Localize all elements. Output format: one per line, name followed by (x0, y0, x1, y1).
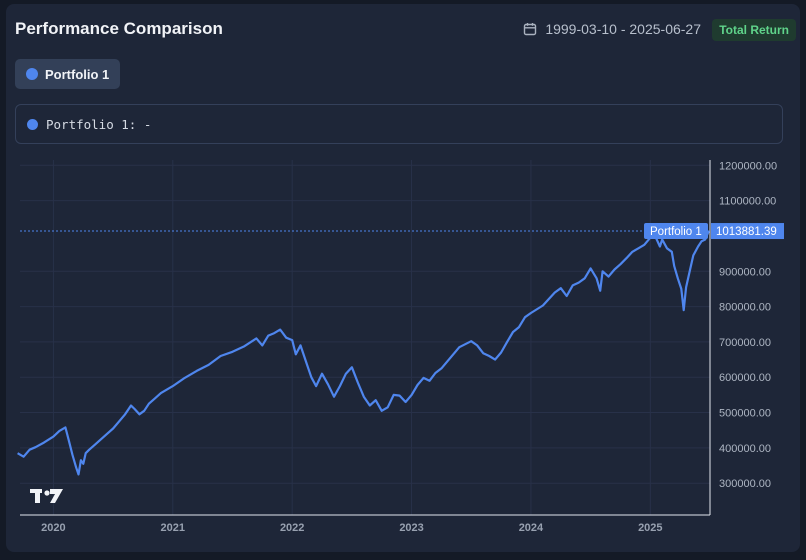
x-tick-label: 2023 (399, 522, 423, 534)
date-range-text: 1999-03-10 - 2025-06-27 (545, 21, 701, 37)
calendar-icon (523, 22, 537, 36)
y-tick-label: 300000.00 (719, 478, 771, 490)
series-line-portfolio-1 (17, 230, 710, 476)
y-tick-label: 400000.00 (719, 443, 771, 455)
page-title: Performance Comparison (15, 19, 223, 38)
x-tick-label: 2025 (638, 522, 662, 534)
x-tick-label: 2022 (280, 522, 304, 534)
x-tick-label: 2024 (519, 522, 544, 534)
x-tick-label: 2020 (41, 522, 65, 534)
series-button-label: Portfolio 1 (45, 66, 110, 82)
series-color-dot (26, 68, 38, 80)
y-tick-label: 800000.00 (719, 302, 771, 314)
y-tick-label: 900000.00 (719, 266, 771, 278)
legend-color-dot (27, 118, 38, 130)
y-tick-label: 700000.00 (719, 337, 771, 349)
date-range[interactable]: 1999-03-10 - 2025-06-27 (523, 21, 701, 37)
y-tick-label: 600000.00 (719, 372, 771, 384)
tradingview-logo (30, 489, 63, 503)
chart-card (6, 4, 800, 552)
x-tick-label: 2021 (161, 522, 185, 534)
series-name-tag-text: Portfolio 1 (650, 226, 702, 238)
grid-lines (20, 160, 710, 515)
legend-text: Portfolio 1: - (46, 116, 152, 132)
total-return-badge[interactable]: Total Return (712, 19, 796, 41)
portfolio-1-toggle-button[interactable]: Portfolio 1 (15, 59, 121, 89)
y-tick-label: 1200000.00 (719, 160, 777, 172)
last-value-text: 1013881.39 (716, 226, 777, 238)
x-axis-ticks: 2020 2021 2022 2023 2024 2025 (41, 522, 662, 534)
y-axis-ticks: 1200000.00 1100000.00 900000.00 800000.00 70… (719, 160, 777, 490)
y-tick-label: 500000.00 (719, 408, 771, 420)
y-tick-label: 1100000.00 (719, 196, 776, 208)
series-name-tag: Portfolio 1 (644, 223, 708, 240)
crosshair-legend: Portfolio 1: - (15, 104, 783, 144)
last-value-tag: 1013881.39 (711, 223, 784, 240)
